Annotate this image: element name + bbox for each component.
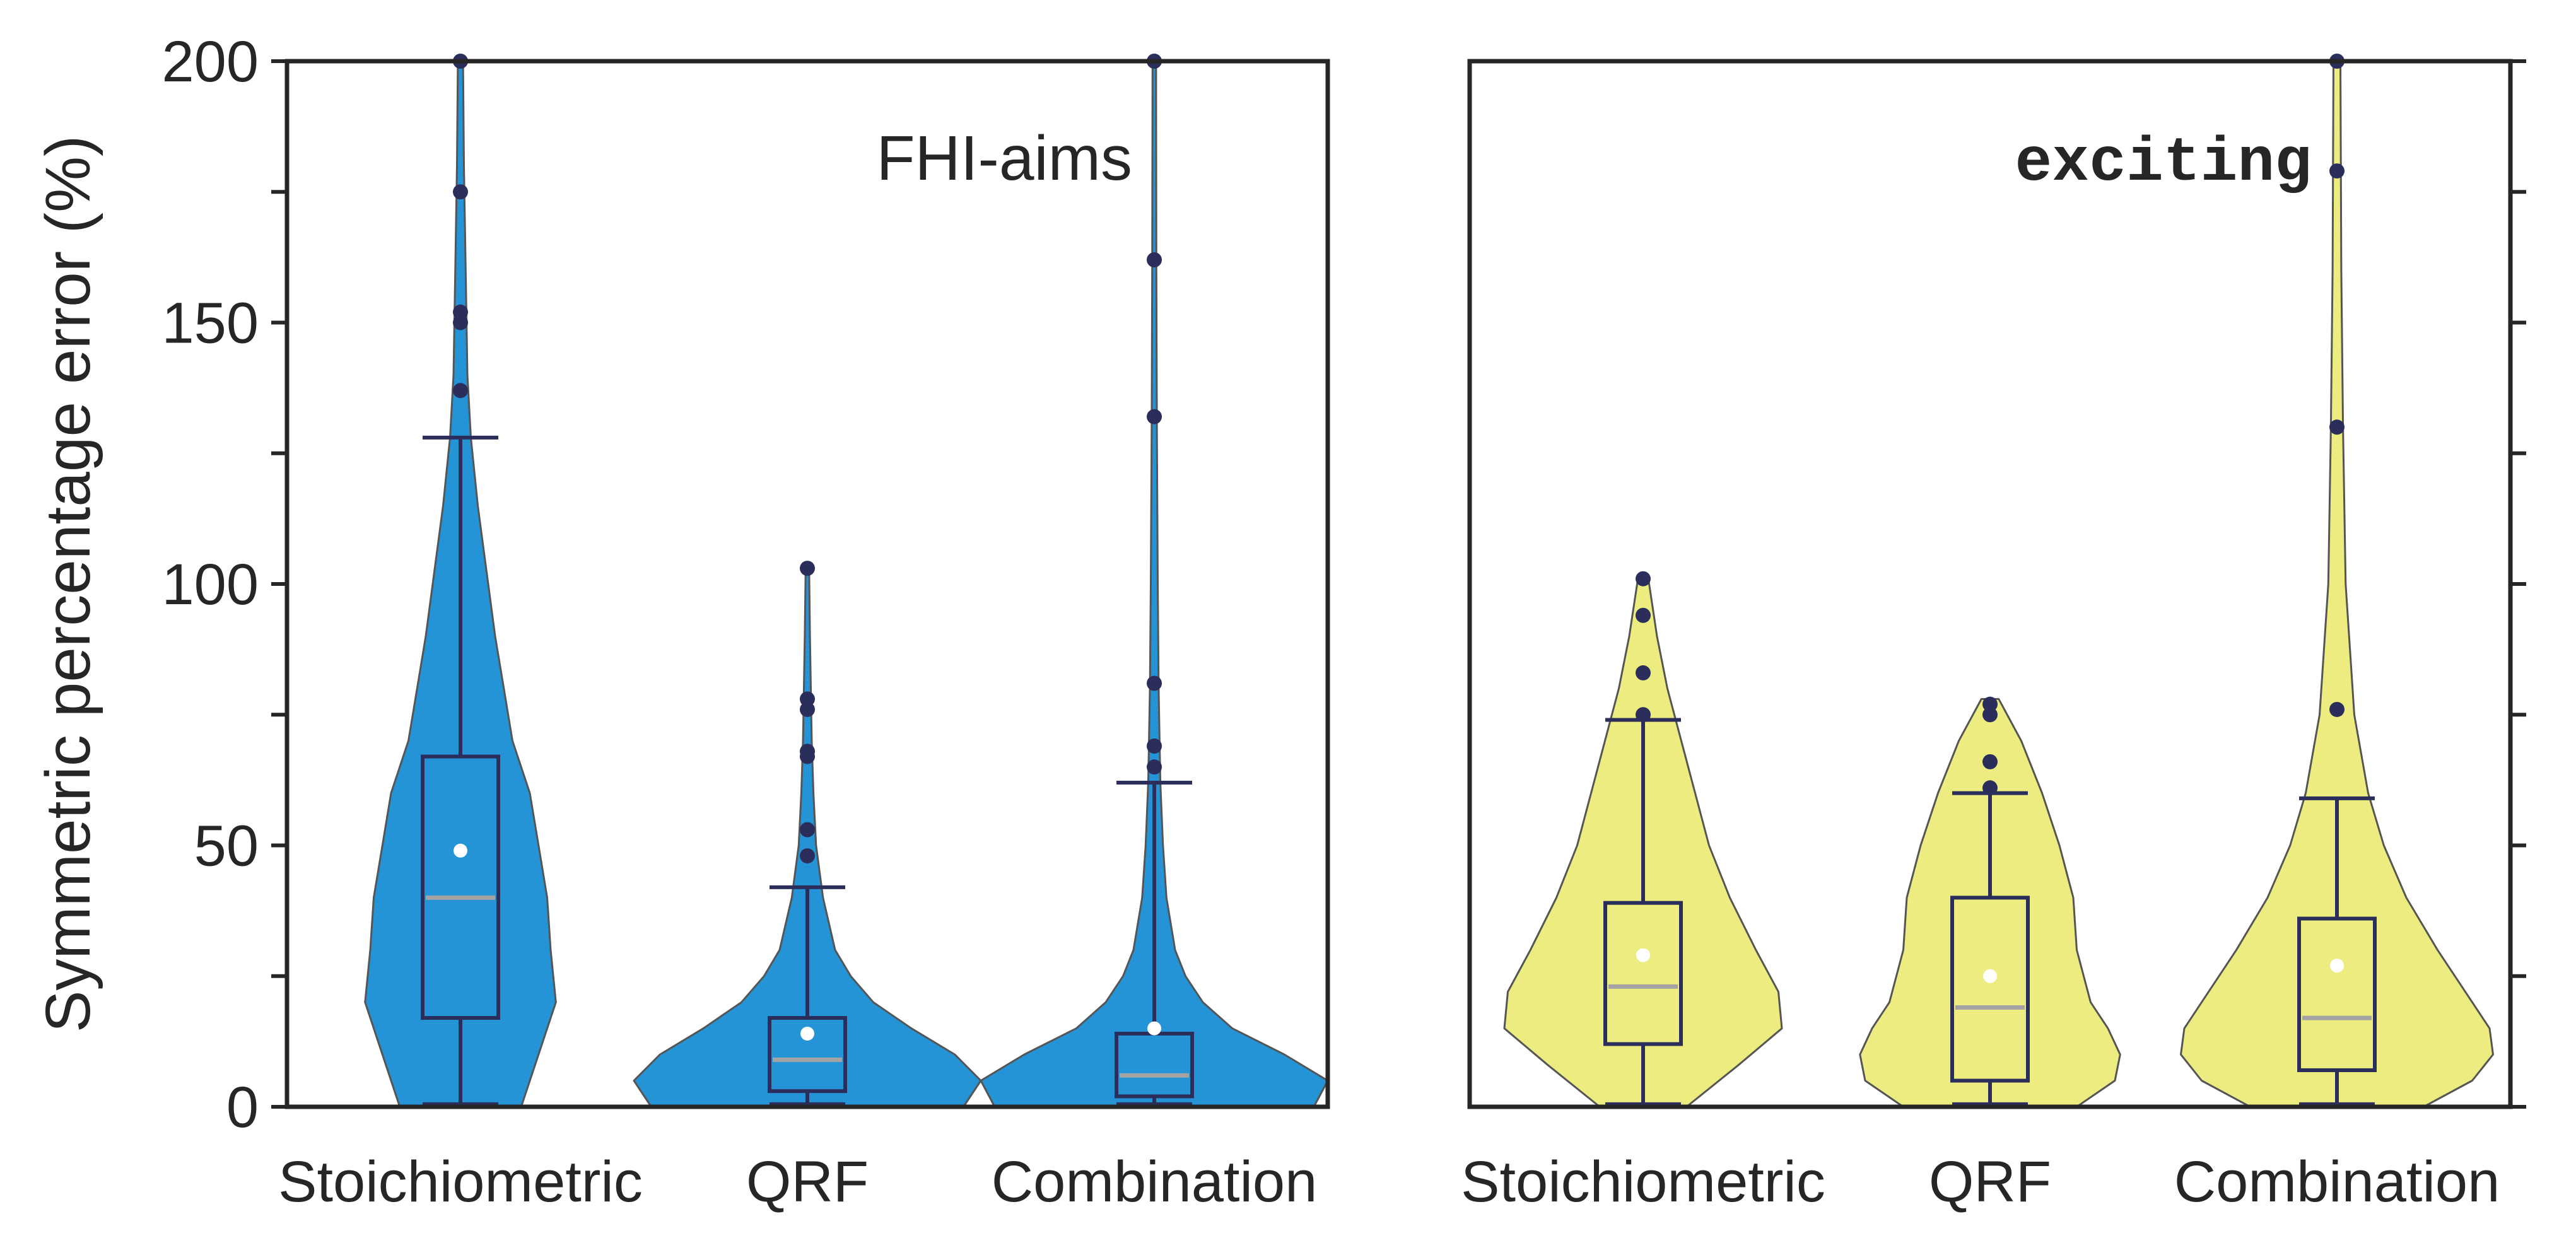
panel-2-qrf-outlier-4: [1982, 696, 1998, 712]
panel-1-ytick-label-200: 200: [162, 30, 259, 94]
panel-2-stoichiometric-outlier-4: [1636, 571, 1651, 587]
panel-2-stoichiometric-outlier-1: [1636, 707, 1651, 723]
panel-2-combination-outlier-3: [2329, 163, 2345, 179]
panel-1-xtick-label-3: Combination: [992, 1150, 1318, 1214]
panel-1-ytick-label-0: 0: [226, 1075, 259, 1140]
panel-1-violin-combination: [980, 61, 1328, 1107]
panel-2-combination-outlier-1: [2329, 701, 2345, 717]
panel-2-stoichiometric-mean-marker: [1636, 948, 1650, 962]
panel-2-combination-mean-marker: [2330, 959, 2344, 973]
panel-2-qrf-outlier-1: [1982, 780, 1998, 796]
panel-1-qrf-outlier-6: [800, 691, 815, 707]
panel-2-combination-box: [2297, 916, 2377, 1072]
panel-1-qrf-outlier-4: [800, 744, 815, 759]
panel-2-qrf-outlier-2: [1982, 754, 1998, 769]
panel-1-qrf-outlier-5: [800, 701, 815, 717]
panel-2-xtick-label-1: Stoichiometric: [1461, 1150, 1825, 1214]
panel-1-qrf-outlier-1: [800, 848, 815, 864]
panel-1-stoichiometric-mean-marker: [454, 843, 467, 858]
panel-1-qrf-outlier-2: [800, 822, 815, 838]
panel-1-stoichiometric-outlier-4: [453, 184, 468, 200]
panel-2-xtick-label-2: QRF: [1929, 1150, 2051, 1214]
panel-1-qrf-mean-marker: [800, 1026, 814, 1041]
y-axis-label: Symmetric percentage error (%): [33, 136, 103, 1033]
panel-1-ytick-label-150: 150: [162, 291, 259, 356]
panel-2-panel-label: exciting: [2015, 129, 2312, 199]
panel-1-combination-mean-marker: [1147, 1021, 1161, 1036]
panel-1-combination-outlier-2: [1147, 738, 1162, 754]
panel-2-stoichiometric-outlier-2: [1636, 665, 1651, 680]
panel-2-qrf-mean-marker: [1983, 969, 1997, 983]
panel-2-violin-qrf: [1859, 698, 2121, 1107]
panel-1-combination-outlier-4: [1147, 409, 1162, 424]
panel-1-combination-outlier-1: [1147, 759, 1162, 775]
panel-1-ytick-label-50: 50: [194, 814, 259, 878]
panel-2-violin-combination: [2180, 61, 2494, 1107]
panel-1-stoichiometric-outlier-1: [453, 383, 468, 399]
panel-1-combination-outlier-3: [1147, 675, 1162, 691]
panel-1-stoichiometric-outlier-2: [453, 315, 468, 330]
panel-1-xtick-label-2: QRF: [746, 1150, 869, 1214]
panel-1-qrf-box: [768, 1016, 847, 1094]
panel-2-xtick-label-3: Combination: [2174, 1150, 2500, 1214]
panel-1-panel-label: FHI-aims: [876, 123, 1132, 194]
panel-2-stoichiometric-outlier-3: [1636, 607, 1651, 623]
text-layer: Stoichiometric QRF Combination 0 50 100 150 200…: [33, 30, 2500, 1214]
panel-2-qrf-outlier-3: [1982, 707, 1998, 723]
panel-1-ytick-label-100: 100: [162, 552, 259, 617]
boxes-layer: [421, 54, 2377, 1106]
panel-2-stoichiometric-box: [1603, 901, 1683, 1046]
panel-1-stoichiometric-outlier-3: [453, 304, 468, 320]
panel-1-xtick-label-1: Stoichiometric: [278, 1150, 643, 1214]
panel-2-qrf-box: [1950, 896, 2030, 1083]
panel-1-stoichiometric-box: [421, 754, 500, 1020]
panel-1-qrf-outlier-7: [800, 561, 815, 576]
axes-layer: [271, 59, 2526, 1109]
panel-1-combination-outlier-5: [1147, 252, 1162, 268]
panel-2-combination-outlier-2: [2329, 419, 2345, 435]
